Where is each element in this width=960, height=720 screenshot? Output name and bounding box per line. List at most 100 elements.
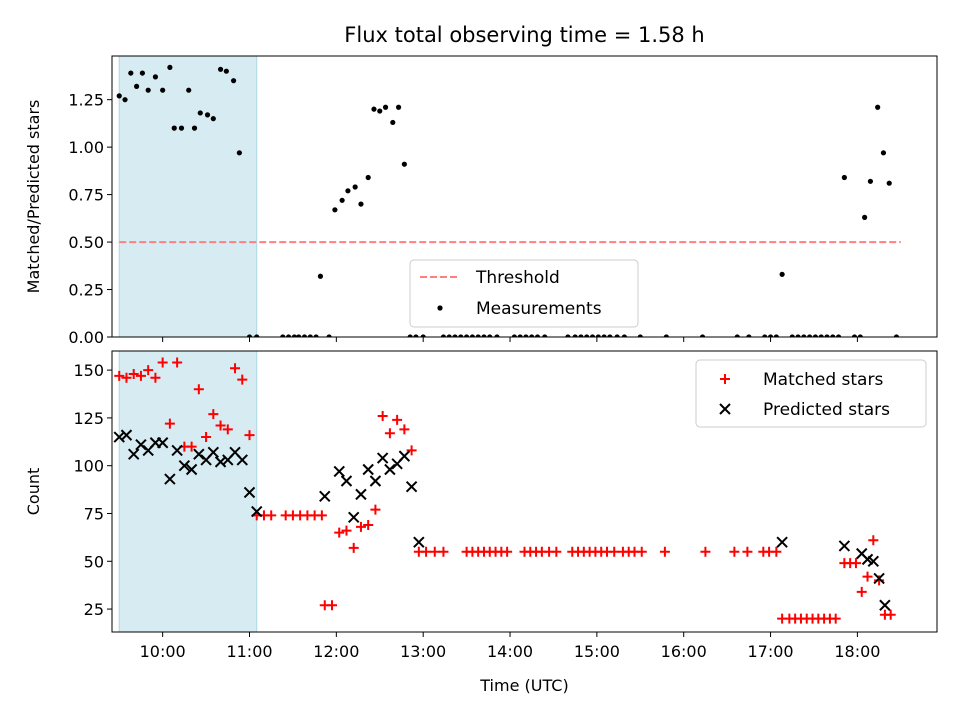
x-tick-label: 15:00	[574, 642, 620, 661]
data-point	[572, 334, 578, 337]
data-point	[875, 104, 881, 110]
data-point	[345, 188, 351, 194]
data-point-predicted	[879, 599, 891, 611]
data-point-predicted	[236, 454, 248, 466]
data-point	[217, 66, 224, 72]
data-point	[475, 334, 481, 337]
data-point	[851, 334, 858, 337]
data-point	[296, 334, 302, 337]
data-point	[857, 334, 863, 337]
panel-1: 0.00 0.25 0.50 0.75 1.00 1.25 Flux total obser…	[24, 23, 938, 347]
data-point	[139, 70, 145, 76]
data-point-predicted	[251, 505, 263, 518]
data-point	[128, 70, 134, 76]
y-tick-label: 0.50	[68, 233, 104, 252]
shaded-interval	[118, 55, 258, 338]
data-point	[824, 334, 830, 337]
data-point-matched	[551, 546, 562, 557]
data-point	[807, 334, 813, 337]
data-point-matched	[128, 368, 139, 379]
data-point-predicted	[156, 437, 169, 449]
data-point	[578, 334, 584, 337]
data-point	[246, 334, 253, 337]
data-point-matched	[429, 546, 440, 557]
data-point-predicted	[348, 511, 360, 524]
data-point-predicted	[120, 429, 133, 441]
legend: Matched stars Predicted stars	[695, 359, 927, 428]
data-point	[223, 68, 229, 74]
data-point	[452, 334, 458, 337]
data-point-matched	[327, 600, 337, 611]
data-point	[307, 334, 313, 337]
data-point	[395, 104, 402, 110]
data-point-matched	[201, 432, 212, 443]
y-axis-label: Matched/Predicted stars	[24, 100, 43, 294]
data-point-predicted	[340, 475, 353, 487]
plot-frame	[111, 350, 938, 633]
y-tick-label: 0.00	[68, 328, 104, 347]
y-tick-label: 0.25	[68, 281, 104, 300]
data-point	[534, 334, 541, 337]
data-point	[789, 334, 795, 337]
data-point-matched	[377, 410, 388, 421]
y-tick-label: 100	[73, 457, 104, 476]
legend-matched-label: Matched stars	[763, 370, 883, 390]
data-point-predicted	[873, 572, 885, 585]
data-point	[160, 87, 166, 93]
data-point	[440, 334, 447, 337]
data-point	[812, 334, 819, 337]
data-point-predicted	[413, 536, 425, 548]
data-point	[862, 214, 868, 220]
data-point-predicted	[185, 463, 198, 476]
data-point	[767, 334, 774, 337]
data-point	[122, 97, 128, 103]
data-point	[280, 334, 286, 337]
data-point	[867, 178, 874, 184]
data-layer	[116, 64, 900, 337]
data-point-matched	[215, 420, 226, 431]
data-point	[779, 271, 785, 277]
data-point-matched	[334, 527, 345, 538]
data-point-predicted	[376, 452, 389, 464]
data-point-matched	[421, 546, 432, 557]
data-point	[390, 119, 396, 126]
x-tick-label: 11:00	[226, 642, 272, 661]
y-tick-label: 50	[84, 552, 104, 571]
data-point-matched	[384, 428, 395, 439]
data-point-matched	[244, 430, 255, 441]
data-point-matched	[222, 424, 233, 435]
data-point-predicted	[776, 536, 788, 548]
data-point	[446, 334, 452, 337]
y-tick-label: 1.00	[68, 138, 104, 157]
data-point	[835, 334, 842, 337]
data-point	[469, 334, 475, 337]
data-point-matched	[392, 414, 403, 425]
data-point	[407, 334, 413, 337]
data-point	[365, 174, 371, 181]
data-point	[841, 174, 847, 181]
data-point	[663, 334, 669, 337]
legend-predicted-label: Predicted stars	[763, 400, 890, 420]
data-point-predicted	[135, 438, 147, 451]
data-point	[762, 334, 768, 337]
data-point	[584, 334, 590, 337]
data-point	[197, 110, 203, 116]
data-point	[285, 334, 292, 337]
data-point-matched	[172, 357, 183, 368]
data-point-matched	[659, 546, 670, 557]
data-point	[186, 87, 192, 93]
data-point-matched	[135, 370, 146, 381]
legend-box	[409, 259, 639, 328]
data-point	[254, 334, 260, 337]
data-point	[204, 112, 211, 118]
legend-matched-swatch	[720, 374, 730, 384]
data-point	[699, 334, 706, 337]
data-point	[145, 87, 151, 93]
data-point	[301, 334, 308, 337]
data-point-matched	[266, 510, 277, 521]
data-point-matched	[742, 546, 753, 557]
x-tick-label: 14:00	[487, 642, 533, 661]
data-point	[236, 150, 242, 156]
data-point	[167, 64, 173, 70]
y-tick-label: 1.25	[68, 91, 104, 110]
